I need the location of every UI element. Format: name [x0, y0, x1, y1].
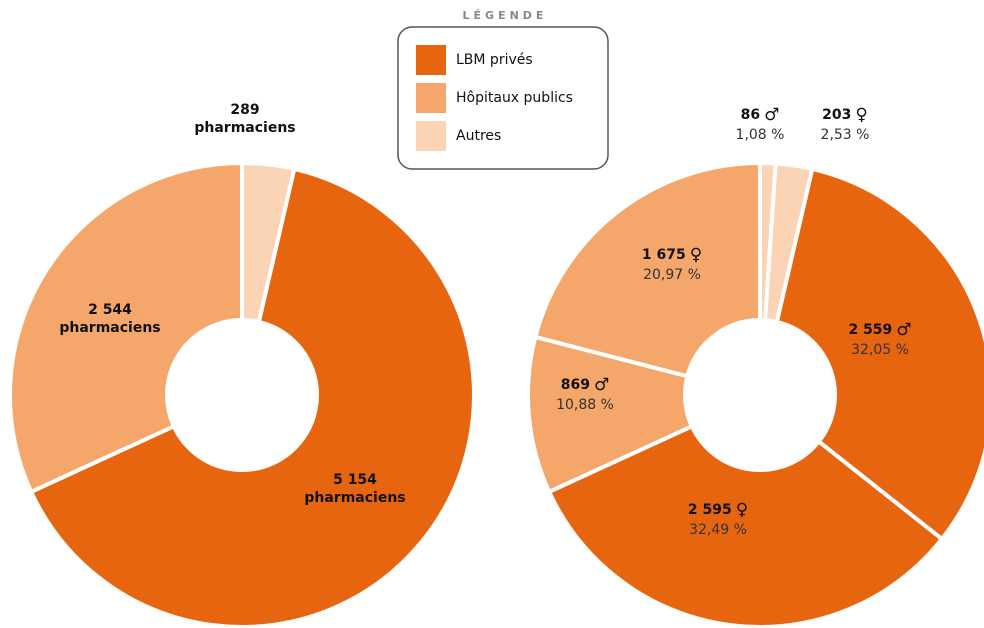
value-number: 1 675: [642, 247, 686, 263]
gender-symbol: ♂: [896, 320, 911, 340]
legend-label: Hôpitaux publics: [456, 90, 573, 106]
unit-label: pharmaciens: [194, 120, 295, 136]
value-label: 869 ♂: [561, 375, 609, 395]
percent-label: 10,88 %: [556, 397, 614, 413]
percent-label: 20,97 %: [643, 267, 701, 283]
value-label: 5 154: [333, 472, 377, 488]
value-label: 203 ♀: [822, 105, 868, 125]
donut-slice: [526, 334, 695, 495]
donut-slice: [546, 423, 945, 628]
value-label: 86 ♂: [741, 105, 780, 125]
percent-label: 32,05 %: [851, 342, 909, 358]
value-number: 2 544: [88, 302, 132, 318]
value-label: 2 544: [88, 302, 132, 318]
legend-swatch: [416, 121, 446, 151]
gender-symbol: ♀: [690, 245, 702, 265]
gender-symbol: ♂: [594, 375, 609, 395]
value-number: 86: [741, 107, 760, 123]
percent-label: 2,53 %: [821, 127, 870, 143]
percent-label: 1,08 %: [736, 127, 785, 143]
value-number: 869: [561, 377, 590, 393]
gender-symbol: ♀: [855, 105, 867, 125]
gender-symbol: ♀: [736, 500, 748, 520]
legend-label: Autres: [456, 128, 501, 144]
value-label: 1 675 ♀: [642, 245, 702, 265]
value-number: 5 154: [333, 472, 377, 488]
donut-slice: [774, 166, 984, 542]
legend-label: LBM privés: [456, 52, 533, 68]
legend-swatch: [416, 45, 446, 75]
unit-label: pharmaciens: [59, 320, 160, 336]
value-label: 2 559 ♂: [848, 320, 911, 340]
legend-swatch: [416, 83, 446, 113]
legend-box: [397, 26, 609, 170]
donut-slice: [28, 166, 476, 628]
value-number: 2 595: [688, 502, 732, 518]
value-label: 2 595 ♀: [688, 500, 748, 520]
value-number: 289: [230, 102, 259, 118]
donut-slice: [8, 160, 244, 495]
value-number: 203: [822, 107, 851, 123]
gender-symbol: ♂: [764, 105, 779, 125]
value-number: 2 559: [848, 322, 892, 338]
donut-slice: [532, 160, 762, 379]
value-label: 289: [230, 102, 259, 118]
legend-title: LÉGENDE: [463, 9, 548, 22]
percent-label: 32,49 %: [689, 522, 747, 538]
unit-label: pharmaciens: [304, 490, 405, 506]
